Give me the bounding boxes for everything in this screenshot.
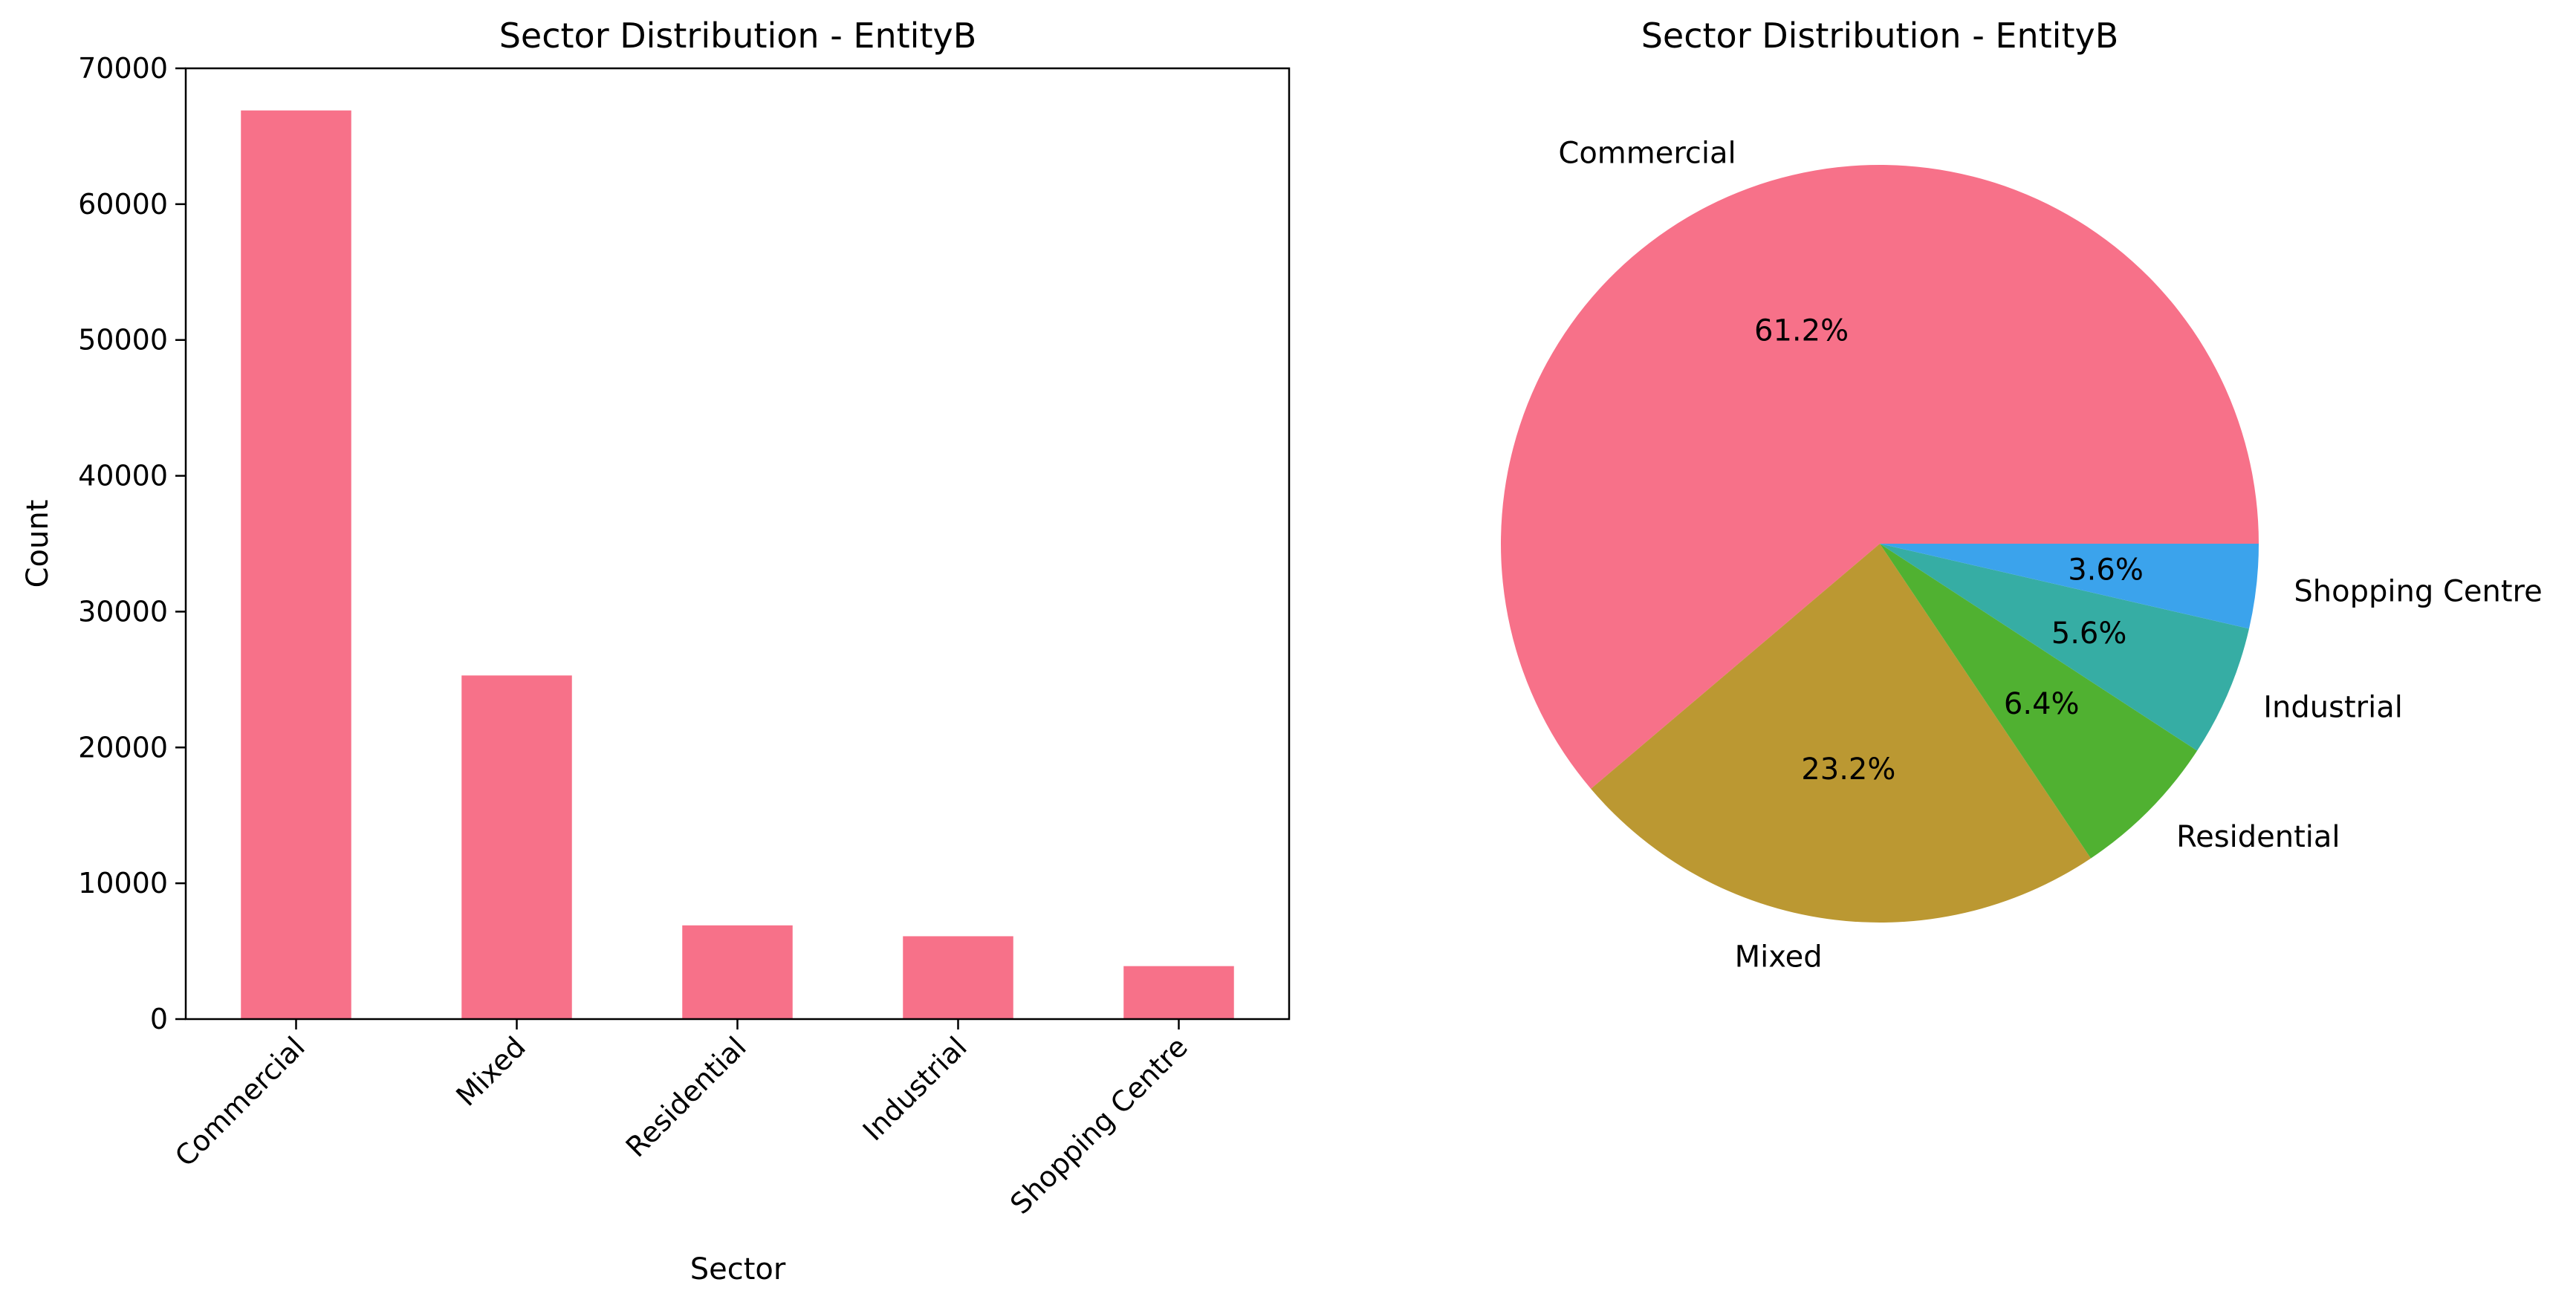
pie-label-residential: Residential — [2176, 820, 2340, 854]
bar-industrial — [903, 936, 1013, 1019]
bar-x-axis-label: Sector — [690, 1252, 786, 1286]
pie-slice-mixed — [1591, 544, 2092, 923]
bar-y-tick-label: 30000 — [78, 595, 168, 628]
bar-y-tick-label: 20000 — [78, 731, 168, 764]
bar-y-tick-label: 0 — [150, 1003, 168, 1035]
pie-pct-industrial: 5.6% — [2051, 617, 2127, 651]
bar-shopping-centre — [1123, 966, 1234, 1019]
bar-y-tick-label: 50000 — [78, 324, 168, 357]
pie-chart-title: Sector Distribution - EntityB — [1641, 16, 2119, 56]
pie-pct-residential: 6.4% — [2004, 687, 2080, 721]
pie-label-commercial: Commercial — [1558, 136, 1736, 170]
bar-mixed — [461, 675, 572, 1019]
pie-labels: Commercial 61.2% Mixed 23.2% Residential 6.4%… — [1558, 136, 2542, 974]
bar-y-axis-label: Count — [21, 500, 55, 588]
pie-slices — [1500, 165, 2259, 923]
pie-slice-commercial — [1500, 165, 2259, 789]
bar-residential — [682, 925, 793, 1019]
bar-y-axis: 0 10000 20000 30000 40000 50000 60000 70000 — [78, 52, 186, 1035]
bar-y-tick-label: 10000 — [78, 867, 168, 900]
pie-slice-industrial — [1880, 544, 2250, 751]
pie-label-shopping-centre: Shopping Centre — [2294, 574, 2542, 608]
pie-slice-residential — [1880, 544, 2198, 859]
bar-y-tick-label: 60000 — [78, 188, 168, 221]
bar-marks — [241, 110, 1234, 1020]
pie-pct-mixed: 23.2% — [1801, 752, 1895, 787]
bar-chart-title: Sector Distribution - EntityB — [499, 16, 977, 56]
bar-commercial — [241, 110, 351, 1020]
pie-pct-shopping-centre: 3.6% — [2068, 553, 2144, 588]
pie-label-mixed: Mixed — [1735, 940, 1823, 975]
pie-chart: Sector Distribution - EntityB Commercial… — [1500, 16, 2543, 975]
pie-pct-commercial: 61.2% — [1754, 314, 1849, 348]
pie-slice-shopping-centre — [1880, 544, 2259, 629]
bar-y-tick-label: 40000 — [78, 460, 168, 492]
bar-y-tick-label: 70000 — [78, 52, 168, 85]
pie-label-industrial: Industrial — [2263, 691, 2403, 725]
